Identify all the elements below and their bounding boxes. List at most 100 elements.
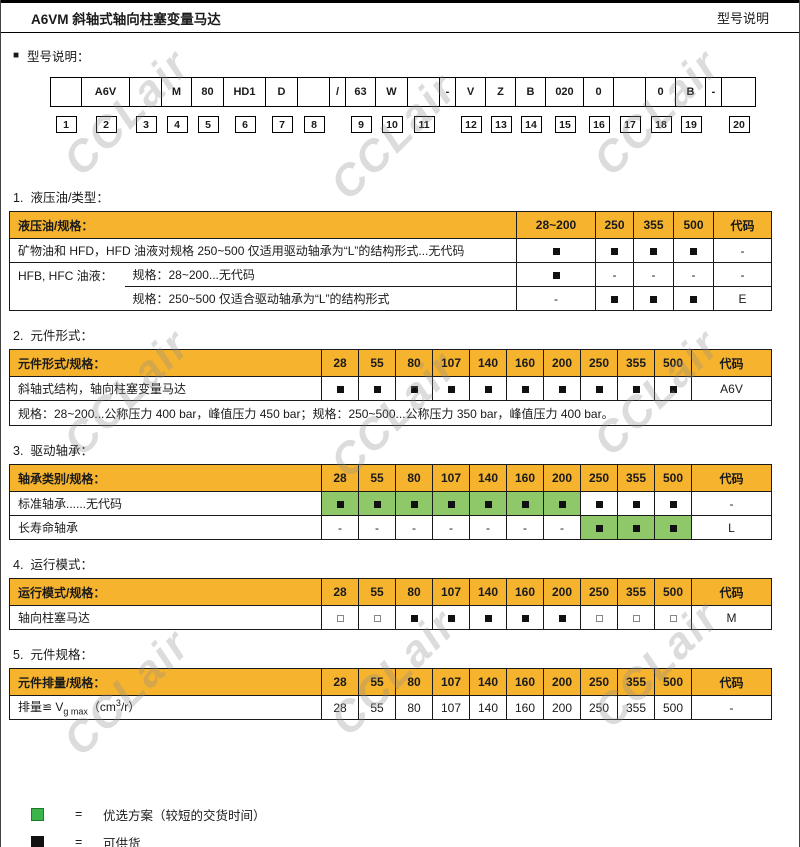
header-row: 运行模式/规格： 28 55 80 107 140 160 200 250 355 500 代码 [9,578,772,606]
row-label-part: g max [63,706,88,717]
availability-cell [654,605,692,630]
code-cell: A6V [82,77,130,107]
column-header: 28 [321,464,359,492]
spec-table-component-form: 元件形式/规格： 28 55 80 107 140 160 200 250 355 500 代码 斜轴式… [9,349,772,426]
legend-swatch [31,807,75,821]
code-number-slot: 15 [546,116,584,133]
column-header: 80 [395,349,433,377]
column-header: 80 [395,668,433,696]
table-row: 矿物油和 HFD，HFD 油液对规格 250~500 仅适用驱动轴承为“L”的结… [9,238,772,263]
availability-cell [321,376,359,401]
code-position-number: 8 [303,116,325,133]
filled-square-icon [669,385,677,393]
availability-cell [654,376,692,401]
row-label: 轴向柱塞马达 [9,605,322,630]
filled-square-icon [552,247,560,255]
filled-square-icon [669,500,677,508]
code-cell-empty [614,77,646,107]
availability-cell [633,286,674,311]
availability-cell [432,376,470,401]
availability-cell [617,491,655,516]
legend-item: = 优选方案（较短的交货时间） [31,800,799,828]
spec-sections: 1. 液压油/类型： 液压油/规格： 28~200 250 355 500 代码 矿物油和 HF… [1,187,799,720]
filled-square-icon [521,500,529,508]
table-row: HFB, HFC 油液： 规格：28~200...无代码 - - - - [9,262,772,311]
code-number-slot: 2 [82,116,130,133]
section-number: 3. [13,444,24,458]
availability-cell [469,605,507,630]
column-header: 55 [358,349,396,377]
code-number-slot: 10 [376,116,408,133]
availability-cell: - [506,515,544,540]
column-header: 55 [358,668,396,696]
availability-cell [321,605,359,630]
section-title-text: 元件形式： [30,329,93,343]
code-cell-empty [408,77,440,107]
filled-square-icon [650,295,657,303]
column-header: 140 [469,668,507,696]
column-header: 250 [580,668,618,696]
filled-square-icon [611,295,618,303]
filled-square-icon [611,247,618,255]
column-header: 107 [432,668,470,696]
model-code-cells-row: A6V M 80 HD1 D/63 W - V Z B 020 0 0 B - [50,77,799,107]
code-cell-empty [130,77,162,107]
section-title-hydraulic-fluid: 1. 液压油/类型： [13,187,799,206]
column-header: 500 [654,464,692,492]
code-position-number: 12 [460,116,482,133]
column-header: 28 [321,349,359,377]
code-number-slot: 14 [516,116,546,133]
availability-cell [516,262,596,287]
model-code-table: A6V M 80 HD1 D/63 W - V Z B 020 0 0 B - 1 2 3 4 5 6 7 8 9 10 11 1… [50,77,799,133]
availability-cell: L [691,515,772,540]
availability-cell [469,491,507,516]
column-header: 107 [432,464,470,492]
header-bar: A6VM 斜轴式轴向柱塞变量马达 型号说明 [1,0,799,33]
row-label-header: 液压油/规格： [9,211,517,239]
black-square-icon [31,835,44,847]
filled-square-icon [558,385,566,393]
section-title-component-size: 5. 元件规格： [13,644,799,663]
header-row: 元件排量/规格： 28 55 80 107 140 160 200 250 355 500 代码 [9,668,772,696]
filled-square-icon [650,247,657,255]
column-header: 160 [506,578,544,606]
column-header: 140 [469,578,507,606]
column-header: 500 [654,578,692,606]
code-position-number: 18 [650,116,672,133]
availability-cell [516,238,596,263]
section-title-text: 液压油/类型： [30,191,109,205]
column-header: 250 [595,211,634,239]
availability-cell [395,491,433,516]
column-header: 28~200 [516,211,596,239]
filled-square-icon [595,385,603,393]
filled-square-icon [632,500,640,508]
section-title-component-form: 2. 元件形式： [13,325,799,344]
legend-text: 可供货 [103,836,141,847]
availability-cell [469,376,507,401]
code-cell: 80 [192,77,224,107]
column-header: 55 [358,578,396,606]
filled-square-icon [373,500,381,508]
column-header: 160 [506,349,544,377]
row-label: 排量≌ Vg max（cm3/r） [9,695,322,720]
table-row: 斜轴式结构，轴向柱塞变量马达 A6V [9,376,772,401]
availability-cell: 250 [580,695,618,720]
code-number-slot: 8 [298,116,330,133]
availability-cell: - [543,515,581,540]
table-row: 排量≌ Vg max（cm3/r） 28 55 80 107 140 160 200 250 35… [9,695,772,720]
availability-cell [395,376,433,401]
hollow-square-icon [595,614,603,622]
availability-cell [506,605,544,630]
column-header: 代码 [691,349,772,377]
availability-cell: - [633,262,674,287]
code-number-slot: 7 [266,116,298,133]
header-row: 轴承类别/规格： 28 55 80 107 140 160 200 250 355 500 代码 [9,464,772,492]
availability-cell [580,376,618,401]
section-drive-bearing: 3. 驱动轴承： 轴承类别/规格： 28 55 80 107 140 160 200 250 355 5… [1,440,799,540]
model-code-numbers-row: 1 2 3 4 5 6 7 8 9 10 11 12 13 14 15 16 17 18 19 20 [50,116,799,133]
column-header: 代码 [691,578,772,606]
column-header: 355 [633,211,674,239]
availability-cell [673,238,714,263]
filled-square-icon [690,247,697,255]
column-header: 200 [543,349,581,377]
